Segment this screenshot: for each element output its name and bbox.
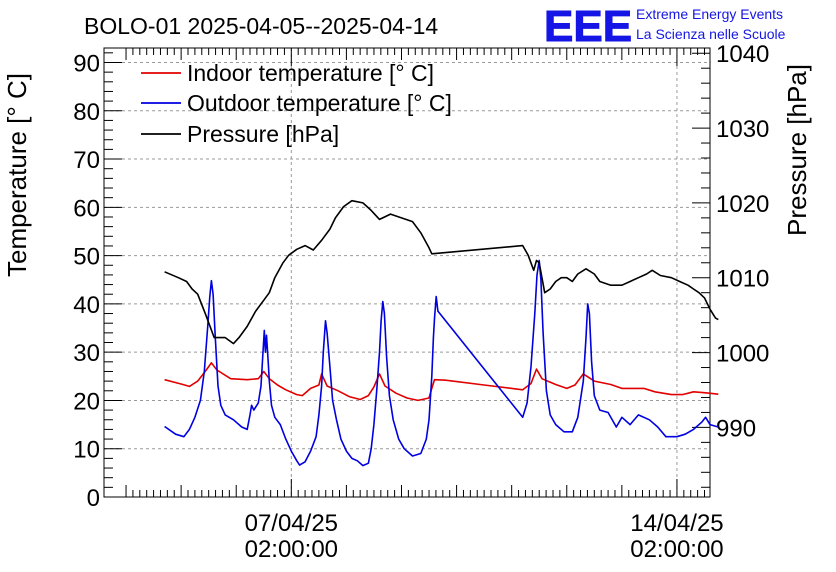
x-tick-date-label: 14/04/25 [630,510,723,537]
left-tick-label: 40 [73,292,100,319]
legend-label: Indoor temperature [° C] [187,60,434,86]
right-tick-label: 1000 [716,341,769,368]
right-tick-label: 990 [716,415,756,442]
plot-frame [103,47,711,498]
right-axis-label: Pressure [hPa] [782,64,812,236]
x-tick-time-label: 02:00:00 [245,536,338,563]
indoor-temperature-line [164,362,719,402]
left-axis-label: Temperature [° C] [2,73,32,277]
logo-eee-text: EEE [544,2,632,51]
x-tick-date-label: 07/04/25 [245,510,338,537]
logo-line2: La Scienza nelle Scuole [636,26,786,42]
legend-label: Pressure [hPa] [187,121,339,147]
left-tick-label: 30 [73,340,100,367]
right-tick-label: 1010 [716,266,769,293]
left-tick-label: 50 [73,244,100,271]
left-tick-label: 70 [73,147,100,174]
grid [104,48,710,497]
x-tick-time-label: 02:00:00 [630,536,723,563]
legend: Indoor temperature [° C] Outdoor temperat… [141,60,452,147]
left-tick-label: 20 [73,388,100,415]
right-tick-label: 1040 [716,41,769,68]
left-tick-label: 90 [73,50,100,77]
logo-line1: Extreme Energy Events [636,6,783,22]
axis-ticks [104,48,710,498]
left-tick-label: 0 [87,485,100,512]
series-lines [164,199,719,467]
legend-label: Outdoor temperature [° C] [187,90,452,116]
right-tick-label: 1020 [716,191,769,218]
right-axis-tick-labels: 990 1000 1010 1020 1030 1040 [716,41,769,442]
eee-logo: EEE Extreme Energy Events La Scienza nel… [544,2,786,52]
right-tick-label: 1030 [716,116,769,143]
chart-title: BOLO-01 2025-04-05--2025-04-14 [84,13,438,39]
left-tick-label: 10 [73,437,100,464]
left-tick-label: 60 [73,195,100,222]
left-tick-label: 80 [73,99,100,126]
outdoor-temperature-line [164,259,719,467]
pressure-line [164,199,719,345]
left-axis-tick-labels: 0 10 20 30 40 50 60 70 80 90 [73,50,100,512]
